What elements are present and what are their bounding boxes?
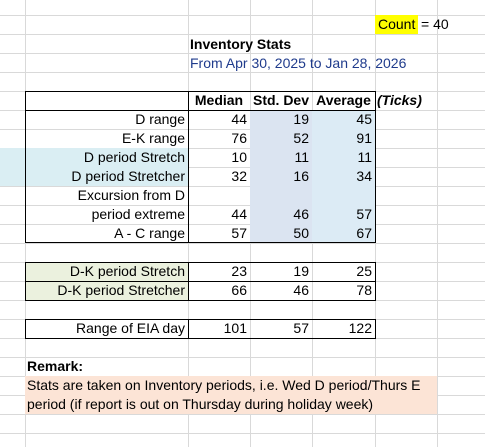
date-range: From Apr 30, 2025 to Jan 28, 2026 [190,55,407,71]
gridline [0,243,485,244]
row-std: 11 [294,149,309,165]
row-median: 10 [231,149,247,165]
eia-row-median: 101 [223,320,247,336]
remark-title: Remark: [27,358,84,374]
table-border [25,300,376,301]
gridline [0,72,485,73]
gridline [437,0,438,447]
row-std: 46 [293,206,309,222]
table-border [375,262,376,301]
row-avg [312,186,375,205]
table-border [25,319,26,339]
row-std: 16 [293,168,309,184]
table-border [25,91,376,92]
row-avg: 57 [356,206,372,222]
row-std [250,186,312,205]
row-std: 19 [293,111,309,127]
row-label: D period Stretcher [71,168,185,184]
row-label: period extreme [91,206,185,222]
dk-row-avg: 25 [356,263,372,279]
table-border [25,338,376,339]
gridline [0,129,485,130]
dk-row-avg: 78 [356,282,372,298]
gridline [0,433,485,434]
gridline [0,15,485,16]
dk-row-label: D-K period Stretch [69,263,185,279]
row-median: 44 [231,206,247,222]
table-border [25,281,376,282]
row-label: D period Stretch [83,149,185,165]
row-std: 50 [293,225,309,241]
row-median: 76 [231,130,247,146]
stretch-label-fill [0,148,188,186]
row-label: A - C range [114,225,185,241]
dk-row-median: 23 [231,263,247,279]
gridline [0,224,485,225]
gridline [0,186,485,187]
dk-row-label: D-K period Stretcher [57,282,185,298]
header-std-dev: Std. Dev [252,92,309,108]
eia-row-std: 57 [293,320,309,336]
header-median: Median [194,92,244,108]
gridline [0,167,485,168]
dk-row-std: 46 [293,282,309,298]
row-avg: 11 [357,149,372,165]
row-label: Excursion from D [77,187,185,203]
gridline [0,34,485,35]
row-avg: 45 [356,111,372,127]
gridline [0,205,485,206]
remark-line-1: Stats are taken on Inventory periods, i.… [27,377,421,393]
table-border [25,262,376,263]
eia-row-label: Range of EIA day [76,320,185,336]
row-median: 44 [231,111,247,127]
count-label: Count [375,15,418,34]
row-median: 57 [231,225,247,241]
row-std: 52 [293,130,309,146]
dk-row-std: 19 [293,263,309,279]
row-avg: 91 [356,130,372,146]
table-border [375,319,376,339]
remark-line-2: period (if report is out on Thursday dur… [27,396,374,412]
row-avg: 34 [356,168,372,184]
eia-row-avg: 122 [348,320,372,336]
table-border [25,91,26,243]
table-border [25,242,376,243]
table-border [188,262,189,301]
gridline [0,53,485,54]
row-avg: 67 [356,225,372,241]
remark-fill [25,376,437,414]
table-border [188,319,189,339]
row-label: E-K range [121,130,185,146]
avg-column-fill [312,110,375,243]
table-border [375,91,376,243]
dk-row-median: 66 [231,282,247,298]
header-unit: (Ticks) [377,92,422,108]
gridline [0,414,485,415]
gridline [0,148,485,149]
table-border [25,262,26,301]
table-border [25,319,376,320]
page-title: Inventory Stats [190,36,292,52]
row-label: D range [135,111,185,127]
table-border [188,91,189,243]
std-column-fill [250,110,312,243]
header-average: Average [316,92,371,108]
row-median: 32 [231,168,247,184]
gridline [0,357,485,358]
table-border [25,110,376,111]
row-median [188,186,250,205]
count-value: = 40 [421,16,449,32]
